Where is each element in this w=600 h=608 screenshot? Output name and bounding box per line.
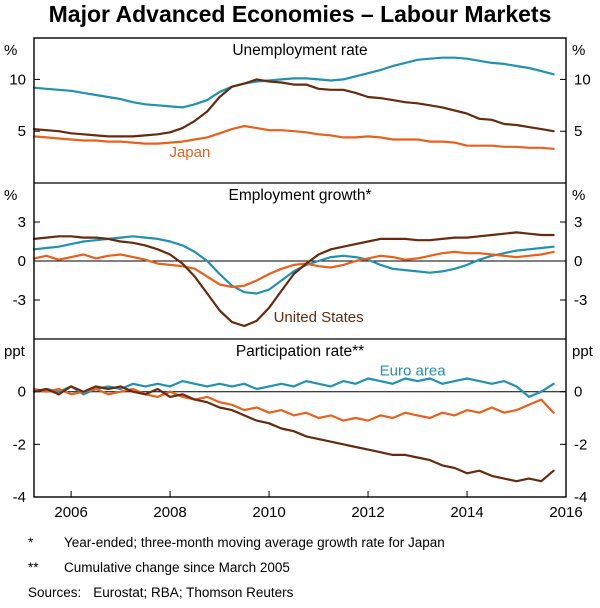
unit-label-left: %: [4, 187, 17, 204]
unit-label-right: %: [572, 187, 585, 204]
unit-label-right: ppt: [572, 343, 594, 360]
unit-label-left: ppt: [4, 343, 26, 360]
unit-label-left: %: [4, 42, 17, 59]
y-tick-label-left: 3: [18, 214, 26, 231]
x-tick-label: 2012: [351, 504, 384, 521]
y-tick-label-right: -2: [574, 436, 587, 453]
y-tick-label-left: -2: [13, 436, 26, 453]
series-line-japan: [32, 124, 555, 150]
x-tick-label: 2008: [153, 504, 186, 521]
y-tick-label-right: 5: [574, 123, 582, 140]
footnotes: * Year-ended; three-month moving average…: [28, 534, 592, 608]
y-tick-label-left: 0: [18, 253, 26, 270]
footnote-row: ** Cumulative change since March 2005: [28, 559, 592, 576]
footnote-text: Cumulative change since March 2005: [64, 560, 290, 575]
panel-title: Employment growth*: [228, 187, 371, 204]
y-tick-label-left: 5: [18, 123, 26, 140]
series-label-united_states: United States: [274, 309, 364, 326]
sources-label: Sources:: [28, 585, 82, 600]
y-tick-label-left: 0: [18, 384, 26, 401]
y-tick-label-right: 10: [574, 71, 591, 88]
series-line-united_states: [32, 385, 555, 483]
x-tick-label: 2016: [549, 504, 582, 521]
footnote-row: * Year-ended; three-month moving average…: [28, 534, 592, 551]
y-tick-label-right: 0: [574, 253, 582, 270]
chart-frame: [33, 37, 567, 498]
series-line-euro_area: [32, 377, 555, 398]
y-tick-label-right: -4: [574, 489, 587, 506]
y-tick-label-right: 3: [574, 214, 582, 231]
series-label-japan: Japan: [169, 144, 210, 161]
y-tick-label-left: -4: [13, 489, 26, 506]
sources-row: Sources: Eurostat; RBA; Thomson Reuters: [28, 584, 592, 601]
panel-title: Participation rate**: [236, 343, 364, 360]
sources-text: Eurostat; RBA; Thomson Reuters: [93, 585, 294, 600]
x-tick-label: 2014: [450, 504, 483, 521]
footnote-text: Year-ended; three-month moving average g…: [64, 535, 445, 550]
y-tick-label-left: 10: [9, 71, 26, 88]
series-line-united_states: [32, 78, 555, 138]
y-tick-label-right: 0: [574, 384, 582, 401]
x-tick-label: 2006: [54, 504, 87, 521]
series-line-japan: [32, 387, 555, 422]
footnote-marker: **: [28, 560, 39, 575]
series-line-japan: [32, 250, 555, 289]
series-line-euro_area: [32, 56, 555, 109]
x-tick-label: 2010: [252, 504, 285, 521]
footnote-marker: *: [28, 535, 34, 550]
series-line-united_states: [32, 231, 555, 328]
unit-label-right: %: [572, 42, 585, 59]
series-label-euro_area: Euro area: [380, 362, 447, 379]
chart-title: Major Advanced Economies – Labour Market…: [48, 1, 552, 27]
y-tick-label-right: -3: [574, 292, 587, 309]
panel-title: Unemployment rate: [232, 42, 367, 59]
y-tick-label-left: -3: [13, 292, 26, 309]
series-line-euro_area: [32, 235, 555, 295]
